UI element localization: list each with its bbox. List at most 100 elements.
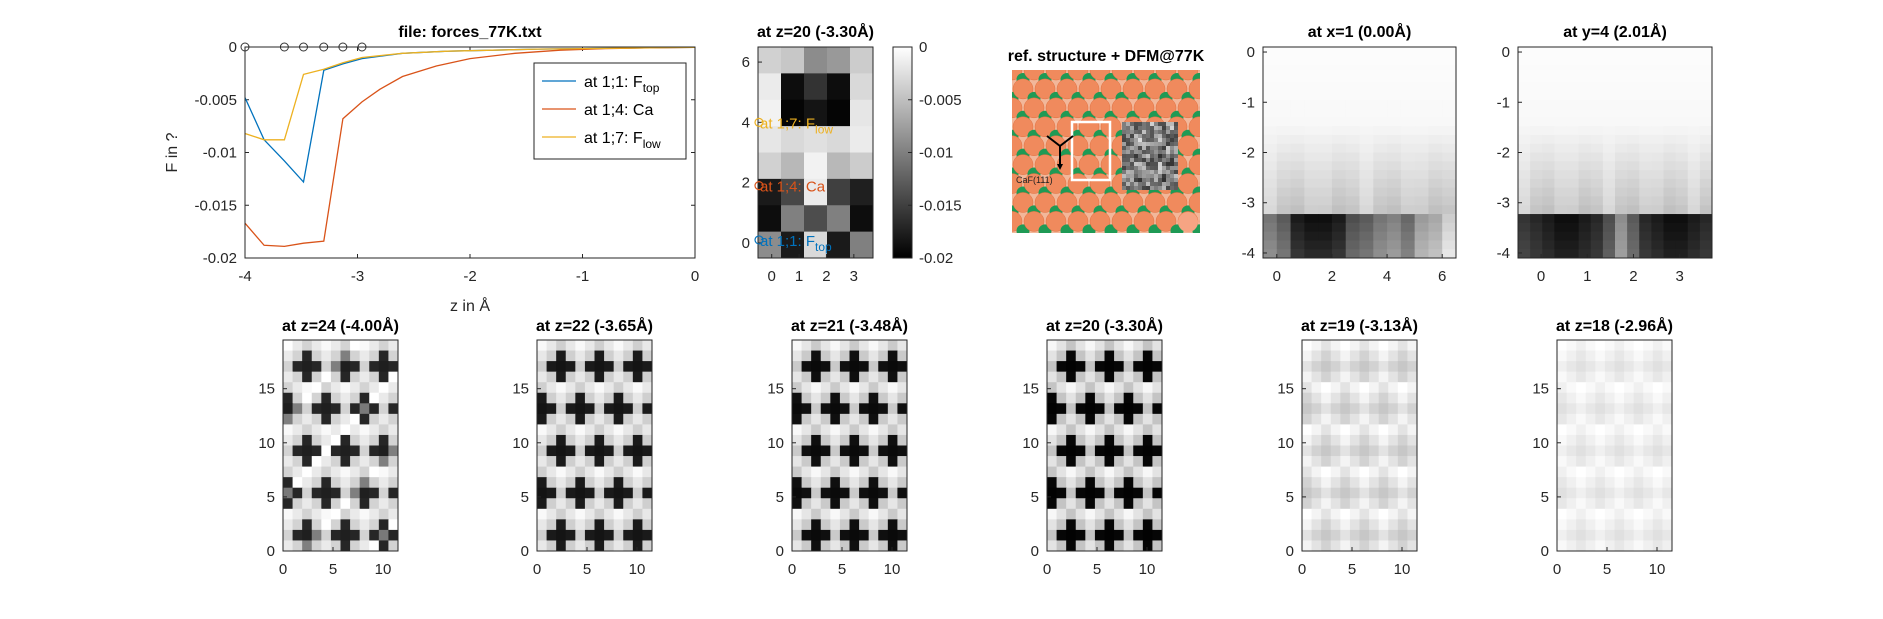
- heatmap-cell: [369, 540, 380, 552]
- heatmap-cell: [1104, 487, 1115, 499]
- heatmap-cell: [1530, 205, 1543, 215]
- heatmap-cell: [632, 340, 643, 352]
- heatmap-cell: [1318, 231, 1333, 241]
- heatmap-cell: [1345, 152, 1360, 162]
- f-atom: [1248, 130, 1261, 143]
- heatmap-cell: [1330, 434, 1341, 446]
- heatmap-cell: [1359, 214, 1374, 224]
- heatmap-cell: [811, 466, 822, 478]
- heatmap-cell: [1369, 371, 1380, 383]
- heatmap-cell: [1578, 170, 1592, 180]
- dfm-pixel: [1122, 166, 1126, 170]
- y-tick-label: -4: [1242, 245, 1255, 262]
- heatmap-cell: [839, 477, 850, 489]
- heatmap-cell: [340, 371, 351, 383]
- f-atom: [1237, 111, 1250, 124]
- heatmap-cell: [350, 403, 361, 415]
- heatmap-cell: [1627, 187, 1640, 197]
- heatmap-cell: [1378, 477, 1389, 489]
- heatmap-cell: [359, 445, 370, 457]
- heatmap-cell: [1263, 143, 1278, 153]
- y-tick-label: 5: [1541, 489, 1549, 506]
- heatmap-cell: [1397, 456, 1408, 468]
- heatmap-cell: [897, 424, 908, 436]
- heatmap-cell: [1104, 361, 1115, 373]
- heatmap-cell: [1304, 64, 1319, 74]
- heatmap-cell: [594, 529, 605, 541]
- heatmap-cell: [1359, 126, 1374, 136]
- heatmap-cell: [350, 529, 361, 541]
- heatmap-cell: [565, 350, 576, 362]
- heatmap-cell: [330, 434, 341, 446]
- axes-box: [244, 46, 696, 259]
- heatmap-cell: [369, 529, 380, 541]
- heatmap-cell: [1331, 205, 1347, 215]
- dfm-pixel: [1134, 182, 1138, 186]
- heatmap-cell: [859, 529, 870, 541]
- ca-atom: [1222, 211, 1242, 231]
- heatmap-cell: [1663, 231, 1677, 241]
- heatmap-cell: [1687, 82, 1701, 92]
- heatmap-cell: [1663, 214, 1677, 224]
- heatmap-cell: [811, 392, 822, 404]
- heatmap-cell: [1397, 540, 1408, 552]
- dfm-pixel: [1174, 186, 1178, 190]
- heatmap-cell: [1615, 152, 1628, 162]
- heatmap-cell: [1614, 456, 1625, 468]
- heatmap-cell: [1414, 64, 1429, 74]
- heatmap-cell: [1276, 240, 1292, 250]
- heatmap-cell: [1595, 456, 1606, 468]
- heatmap-cell: [1699, 249, 1713, 259]
- heatmap-cell: [1687, 231, 1701, 241]
- ca-atom: [1211, 155, 1231, 175]
- heatmap-cell: [1542, 143, 1555, 153]
- heatmap-cell: [1321, 413, 1332, 425]
- heatmap-cell: [868, 424, 879, 436]
- heatmap-cell: [1302, 519, 1313, 531]
- heatmap-cell: [632, 508, 643, 520]
- heatmap-cell: [537, 487, 548, 499]
- heatmap-cell: [537, 350, 548, 362]
- heatmap-cell: [1530, 152, 1543, 162]
- heatmap-cell: [546, 445, 557, 457]
- dfm-pixel: [1122, 130, 1126, 134]
- heatmap-cell: [1627, 134, 1640, 145]
- heatmap-cell: [1094, 508, 1105, 520]
- heatmap-cell: [878, 487, 889, 499]
- heatmap-cell: [330, 413, 341, 425]
- heatmap-cell: [1397, 424, 1408, 436]
- y-tick-label: 5: [267, 489, 275, 506]
- heatmap-cell: [1414, 90, 1429, 101]
- annotation-marker: [754, 117, 764, 127]
- heatmap-cell: [1407, 477, 1418, 489]
- f-atom: [1204, 130, 1217, 143]
- heatmap-cell: [1566, 99, 1580, 110]
- heatmap-cell: [1133, 498, 1144, 510]
- heatmap-cell: [1590, 187, 1604, 197]
- dfm-pixel: [1174, 162, 1178, 166]
- heatmap-cell: [1428, 55, 1443, 66]
- heatmap-cell: [1104, 508, 1115, 520]
- heatmap-cell: [1566, 466, 1577, 478]
- heatmap-cell: [830, 477, 841, 489]
- heatmap-cell: [623, 382, 634, 394]
- ca-atom: [1222, 98, 1242, 118]
- heatmap-cell: [1276, 170, 1292, 180]
- heatmap-cell: [887, 382, 898, 394]
- dfm-pixel: [1130, 158, 1134, 162]
- heatmap-cell: [1614, 508, 1625, 520]
- heatmap-cell: [1321, 466, 1332, 478]
- heatmap-cell: [1554, 161, 1567, 171]
- dfm-pixel: [1142, 182, 1146, 186]
- heatmap-cell: [1066, 487, 1077, 499]
- heatmap-cell: [594, 434, 605, 446]
- heatmap-cell: [1662, 466, 1673, 478]
- ca-atom: [1133, 97, 1155, 119]
- dfm-pixel: [1174, 178, 1178, 182]
- heatmap-cell: [1397, 413, 1408, 425]
- heatmap-cell: [1397, 498, 1408, 510]
- heatmap-cell: [1627, 55, 1640, 66]
- heatmap-cell: [1104, 424, 1115, 436]
- reference-label: CaF(111): [1016, 175, 1053, 185]
- heatmap-cell: [1302, 529, 1313, 541]
